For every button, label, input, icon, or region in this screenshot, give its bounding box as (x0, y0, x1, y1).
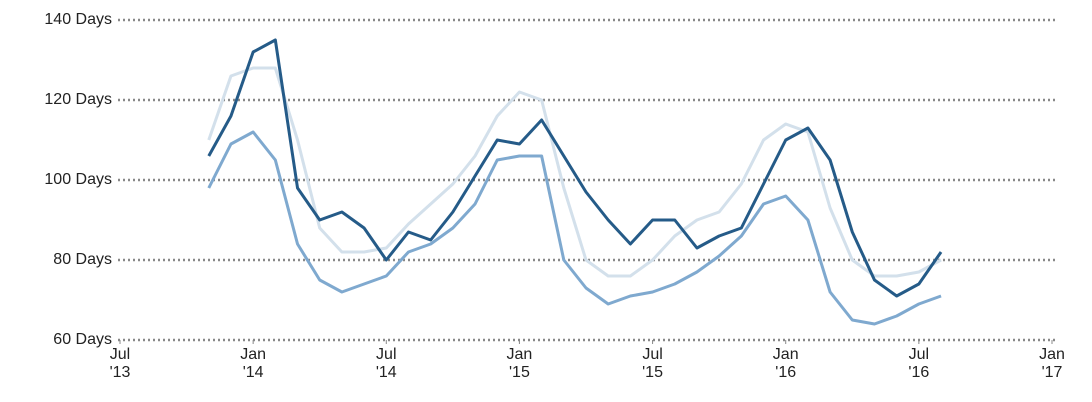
y-tick-label: 80 Days (53, 251, 112, 268)
x-tick-label: Jul '15 (642, 346, 663, 381)
x-tick-label: Jan '17 (1039, 346, 1065, 381)
y-tick-label: 100 Days (44, 171, 112, 188)
x-tick-label: Jan '14 (240, 346, 267, 381)
y-tick-label: 140 Days (44, 11, 112, 28)
x-tick-label: Jan '15 (506, 346, 533, 381)
x-tick-label: Jul '16 (908, 346, 930, 381)
y-tick-label: 60 Days (53, 331, 112, 348)
x-tick-label: Jan '16 (772, 346, 799, 381)
series-line (207, 66, 942, 278)
x-tick-label: Jul '13 (109, 346, 131, 381)
series-line (207, 130, 942, 326)
series-line (207, 38, 943, 298)
x-tick-label: Jul '14 (375, 346, 397, 381)
y-tick-label: 120 Days (44, 91, 112, 108)
